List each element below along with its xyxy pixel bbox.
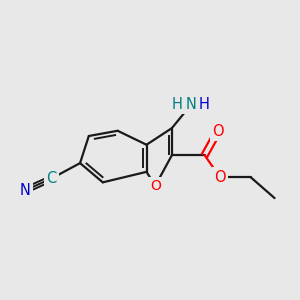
Text: C: C bbox=[46, 171, 57, 186]
Text: O: O bbox=[212, 124, 224, 139]
Text: H: H bbox=[198, 97, 209, 112]
Text: N: N bbox=[185, 97, 196, 112]
Text: N: N bbox=[20, 183, 31, 198]
Text: O: O bbox=[150, 179, 161, 193]
Text: O: O bbox=[214, 169, 226, 184]
Text: H: H bbox=[172, 97, 183, 112]
